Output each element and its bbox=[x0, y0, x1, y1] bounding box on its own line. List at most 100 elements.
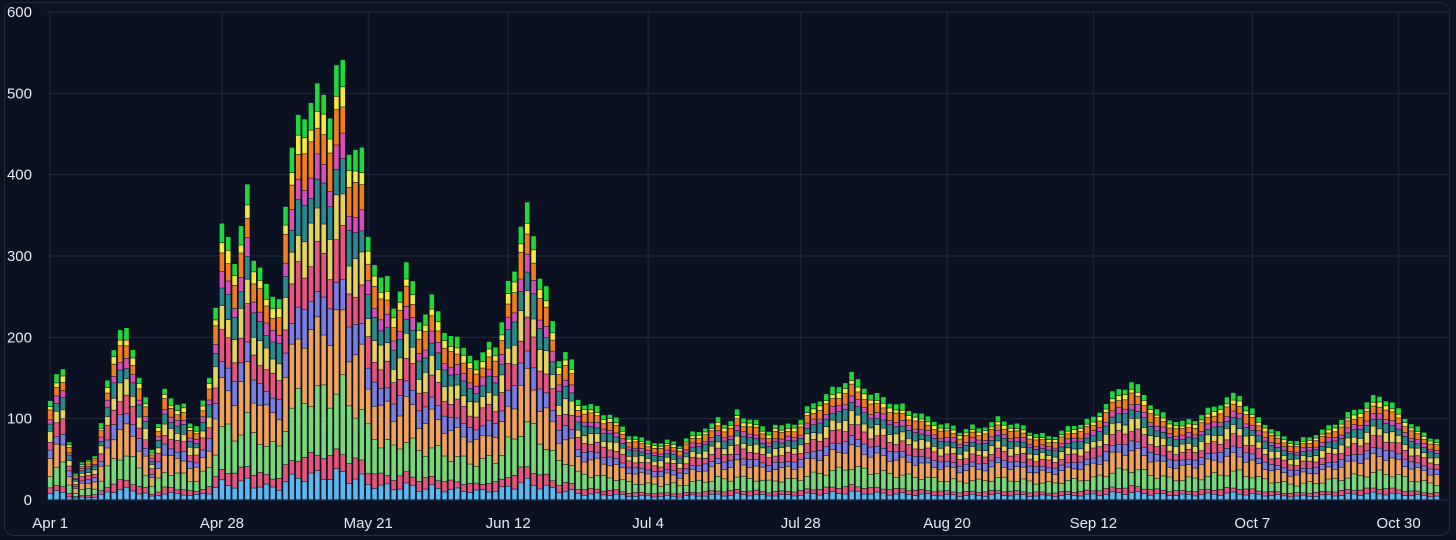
bar-segment bbox=[1129, 418, 1134, 432]
bar-segment bbox=[728, 481, 734, 491]
bar-segment bbox=[86, 468, 91, 473]
bar-stack bbox=[830, 386, 835, 500]
bar-segment bbox=[633, 474, 638, 484]
bar-segment bbox=[353, 232, 358, 259]
bar-segment bbox=[811, 451, 816, 458]
bar-segment bbox=[690, 451, 695, 458]
bar-segment bbox=[722, 454, 727, 462]
bar-segment bbox=[391, 341, 396, 350]
bar-segment bbox=[175, 426, 180, 434]
bar-stack bbox=[1320, 429, 1325, 500]
bar-segment bbox=[372, 286, 377, 309]
bar-segment bbox=[47, 458, 53, 477]
bar-segment bbox=[54, 467, 59, 486]
bar-segment bbox=[1065, 480, 1071, 492]
bar-segment bbox=[1103, 444, 1109, 452]
bar-segment bbox=[1033, 473, 1039, 484]
bar-segment bbox=[1059, 495, 1064, 500]
bar-segment bbox=[1097, 440, 1102, 447]
bar-segment bbox=[474, 393, 479, 402]
bar-segment bbox=[1046, 481, 1052, 493]
bar-segment bbox=[747, 468, 753, 479]
bar-segment bbox=[970, 442, 975, 447]
bar-segment bbox=[480, 408, 485, 426]
bar-segment bbox=[149, 453, 155, 455]
bar-segment bbox=[493, 412, 498, 424]
bar-stack bbox=[601, 415, 606, 500]
bar-segment bbox=[715, 448, 721, 459]
bar-stack bbox=[1033, 434, 1039, 500]
bar-stack bbox=[111, 350, 117, 500]
bar-segment bbox=[970, 454, 975, 462]
bar-stack bbox=[671, 441, 676, 500]
bar-segment bbox=[798, 459, 804, 467]
bar-segment bbox=[1173, 421, 1179, 426]
bar-stack bbox=[779, 425, 784, 500]
bar-segment bbox=[887, 473, 893, 490]
bar-segment bbox=[893, 427, 899, 434]
bar-segment bbox=[696, 496, 702, 500]
bar-segment bbox=[842, 405, 848, 409]
bar-segment bbox=[1294, 459, 1300, 466]
bar-stack bbox=[1345, 412, 1351, 500]
bar-segment bbox=[601, 433, 606, 442]
bar-segment bbox=[773, 448, 778, 456]
bar-segment bbox=[1396, 443, 1401, 454]
bar-segment bbox=[143, 476, 148, 488]
bar-segment bbox=[1230, 492, 1236, 500]
bar-stack bbox=[257, 267, 263, 500]
bar-segment bbox=[175, 410, 180, 415]
bar-segment bbox=[823, 493, 829, 500]
bar-segment bbox=[111, 376, 117, 383]
bar-segment bbox=[575, 493, 581, 500]
bar-segment bbox=[1224, 428, 1230, 440]
bar-segment bbox=[925, 490, 931, 494]
bar-segment bbox=[785, 494, 791, 500]
bar-segment bbox=[607, 422, 613, 431]
bar-segment bbox=[1180, 428, 1185, 435]
bar-segment bbox=[919, 421, 924, 430]
bar-segment bbox=[1396, 418, 1401, 424]
bar-segment bbox=[442, 387, 447, 402]
bar-segment bbox=[105, 448, 110, 466]
bar-segment bbox=[1059, 452, 1064, 460]
bar-segment bbox=[862, 424, 867, 432]
bar-segment bbox=[1002, 495, 1007, 500]
bar-stack bbox=[289, 147, 295, 500]
bar-segment bbox=[588, 404, 594, 410]
bar-segment bbox=[658, 456, 664, 461]
bars bbox=[47, 59, 1440, 500]
bar-segment bbox=[900, 489, 905, 493]
bar-segment bbox=[1243, 414, 1249, 424]
bar-segment bbox=[54, 374, 59, 383]
bar-segment bbox=[588, 494, 594, 500]
bar-segment bbox=[1135, 404, 1141, 412]
bar-segment bbox=[1008, 462, 1013, 470]
bar-segment bbox=[1390, 493, 1395, 500]
bar-segment bbox=[1345, 418, 1351, 421]
bar-segment bbox=[200, 493, 206, 500]
x-tick-label: Apr 1 bbox=[32, 515, 68, 532]
bar-stack bbox=[1281, 436, 1287, 500]
bar-segment bbox=[321, 183, 326, 224]
bar-stack bbox=[1402, 418, 1408, 500]
bar-segment bbox=[416, 353, 422, 361]
bar-segment bbox=[563, 482, 568, 492]
bar-stack bbox=[1052, 437, 1058, 500]
bar-segment bbox=[404, 483, 409, 500]
bar-segment bbox=[817, 489, 823, 495]
bar-segment bbox=[715, 463, 721, 477]
bar-segment bbox=[868, 394, 874, 400]
bar-segment bbox=[785, 428, 791, 432]
bar-segment bbox=[1370, 492, 1376, 500]
bar-segment bbox=[257, 267, 263, 281]
bar-segment bbox=[690, 495, 695, 500]
bar-segment bbox=[1205, 424, 1211, 430]
bar-segment bbox=[944, 454, 950, 462]
bar-segment bbox=[1040, 492, 1045, 495]
bar-segment bbox=[1250, 445, 1255, 454]
bar-segment bbox=[213, 476, 218, 488]
bar-segment bbox=[849, 380, 854, 384]
bar-segment bbox=[703, 451, 708, 459]
bar-segment bbox=[626, 474, 632, 482]
